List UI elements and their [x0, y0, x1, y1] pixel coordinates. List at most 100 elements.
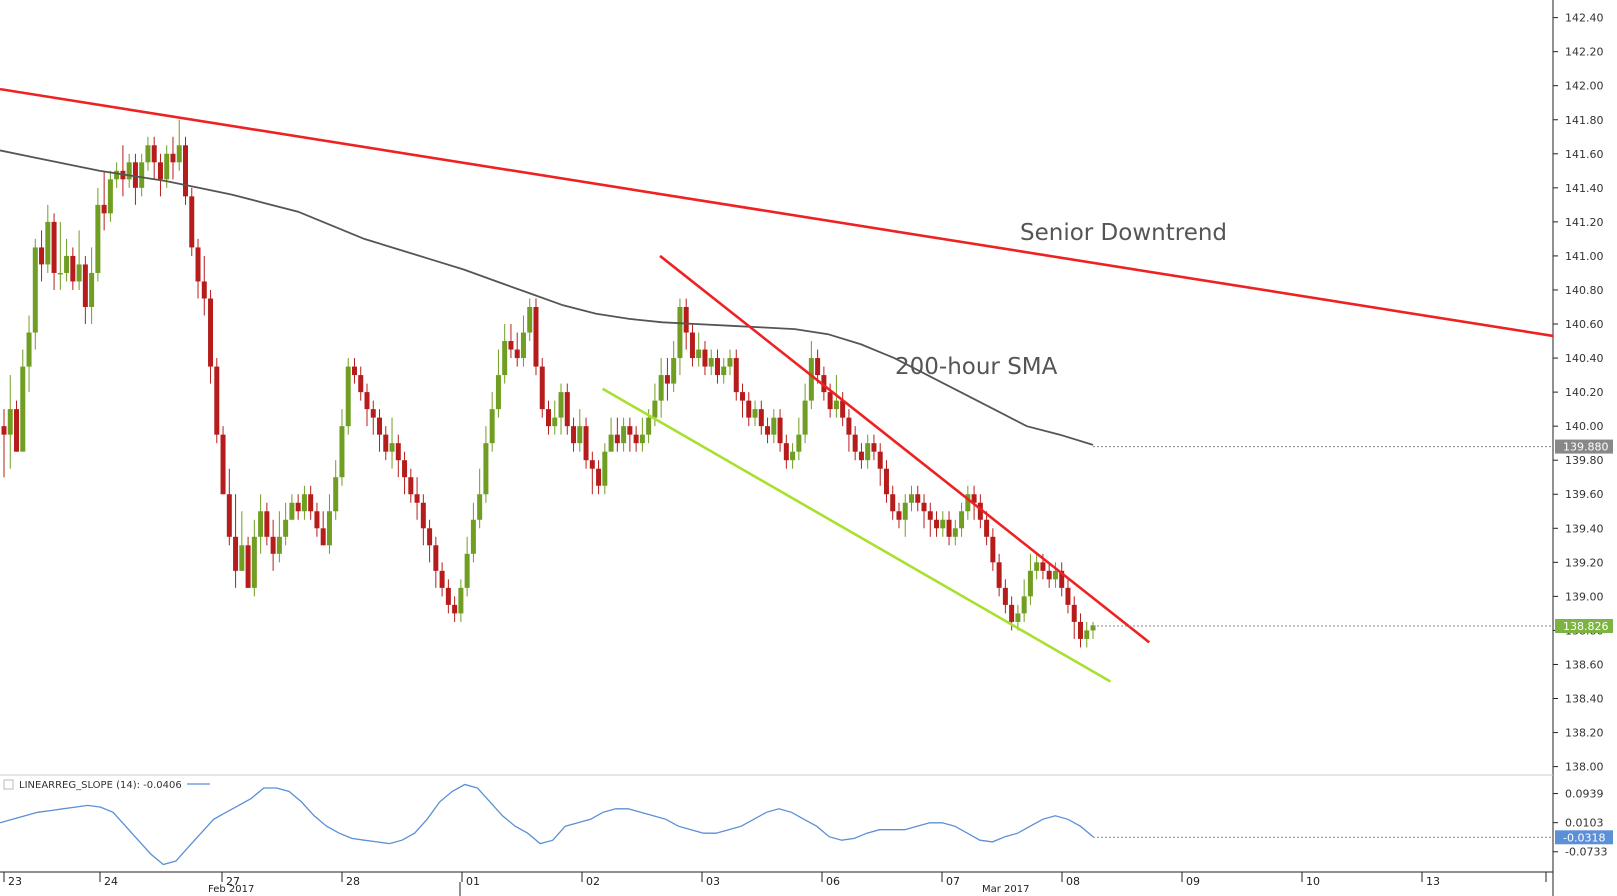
candle-body [1046, 570, 1052, 580]
candle-body [614, 434, 620, 444]
candle-body [70, 255, 76, 282]
y-tick-label: 141.00 [1565, 250, 1604, 263]
candle-body [201, 281, 207, 299]
price-markers: 139.880 138.826 [1093, 439, 1613, 633]
candle-body [571, 426, 577, 444]
y-tick-label: 138.60 [1565, 658, 1604, 671]
candle-body [1021, 596, 1027, 614]
candle-body [139, 162, 145, 188]
indicator-line [0, 783, 1094, 866]
candle-body [890, 494, 896, 512]
candle-body [145, 145, 151, 163]
y-tick-label: 142.00 [1565, 80, 1604, 93]
candle-body [727, 358, 733, 367]
candle-body [339, 426, 345, 478]
candle-body [464, 553, 470, 588]
candle-body [840, 400, 846, 418]
x-tick-label: 03 [706, 875, 720, 888]
indicator-label: LINEARREG_SLOPE (14): -0.0406 [19, 780, 182, 791]
candle-body [558, 392, 564, 418]
candle-body [1015, 613, 1021, 622]
candle-body [915, 494, 921, 503]
y-tick-label: 139.00 [1565, 590, 1604, 603]
candle-body [658, 375, 664, 401]
candle-body [377, 417, 383, 435]
candle-body [101, 204, 107, 214]
candle-body [170, 153, 176, 163]
candle-body [1002, 587, 1008, 605]
candle-body [902, 502, 908, 520]
candle-body [583, 426, 589, 461]
candle-body [76, 264, 82, 282]
indicator-tick-label: 0.0103 [1565, 817, 1604, 830]
candle-body [783, 443, 789, 461]
candle-body [477, 494, 483, 520]
last-price-badge-text: 138.826 [1563, 620, 1609, 633]
candle-body [589, 460, 595, 469]
x-tick-label: 13 [1426, 875, 1440, 888]
candle-body [1059, 570, 1065, 588]
candle-body [333, 477, 339, 512]
y-tick-label: 140.20 [1565, 386, 1604, 399]
candle-body [82, 264, 88, 307]
candle-body [45, 221, 51, 265]
candle-body [652, 400, 658, 418]
candle-body [114, 170, 120, 180]
candle-body [671, 358, 677, 384]
candle-body [14, 409, 20, 452]
candle-body [827, 392, 833, 410]
candle-body [433, 545, 439, 571]
candle-body [220, 434, 226, 495]
candle-body [921, 502, 927, 512]
candle-body [883, 468, 889, 495]
candle-body [990, 536, 996, 563]
candle-body [39, 247, 45, 265]
candle-body [1009, 604, 1015, 622]
x-tick-label: 09 [1186, 875, 1200, 888]
candle-body [126, 162, 132, 180]
x-tick-label: 24 [104, 875, 118, 888]
sma-200-line [0, 149, 1094, 446]
trendline [601, 387, 1112, 683]
candle-body [195, 247, 201, 282]
candle-body [1034, 562, 1040, 571]
candle-body [470, 519, 476, 554]
candle-body [965, 494, 971, 512]
candle-body [646, 417, 652, 435]
candle-body [621, 426, 627, 444]
candle-body [308, 494, 314, 512]
candle-body [26, 332, 32, 367]
candle-body [495, 375, 501, 410]
candle-body [527, 306, 533, 333]
candle-body [57, 272, 63, 275]
candle-body [796, 434, 802, 452]
y-tick-label: 140.40 [1565, 352, 1604, 365]
candle-body [270, 536, 276, 554]
candle-body [64, 255, 70, 273]
y-tick-label: 140.80 [1565, 284, 1604, 297]
sma-200-label: 200-hour SMA [895, 354, 1058, 380]
y-tick-label: 140.00 [1565, 420, 1604, 433]
candle-body [295, 502, 301, 512]
x-tick-label: 10 [1306, 875, 1320, 888]
candle-body [821, 375, 827, 393]
x-tick-label: 07 [946, 875, 960, 888]
x-tick-label: 06 [826, 875, 840, 888]
trendline [659, 254, 1151, 644]
candle-body [934, 519, 940, 529]
candle-body [802, 400, 808, 435]
sma-200-layer: 200-hour SMA [0, 149, 1094, 446]
candle-body [664, 375, 670, 384]
candle-body [677, 306, 683, 359]
candle-body [758, 409, 764, 427]
candle-body [208, 298, 214, 367]
candle-body [564, 392, 570, 427]
candle-body [1090, 625, 1096, 631]
candle-body [927, 511, 933, 520]
candle-body [326, 511, 332, 546]
candle-body [877, 451, 883, 469]
candle-body [427, 528, 433, 546]
indicator-current-badge [1555, 830, 1613, 845]
candle-body [89, 272, 95, 307]
